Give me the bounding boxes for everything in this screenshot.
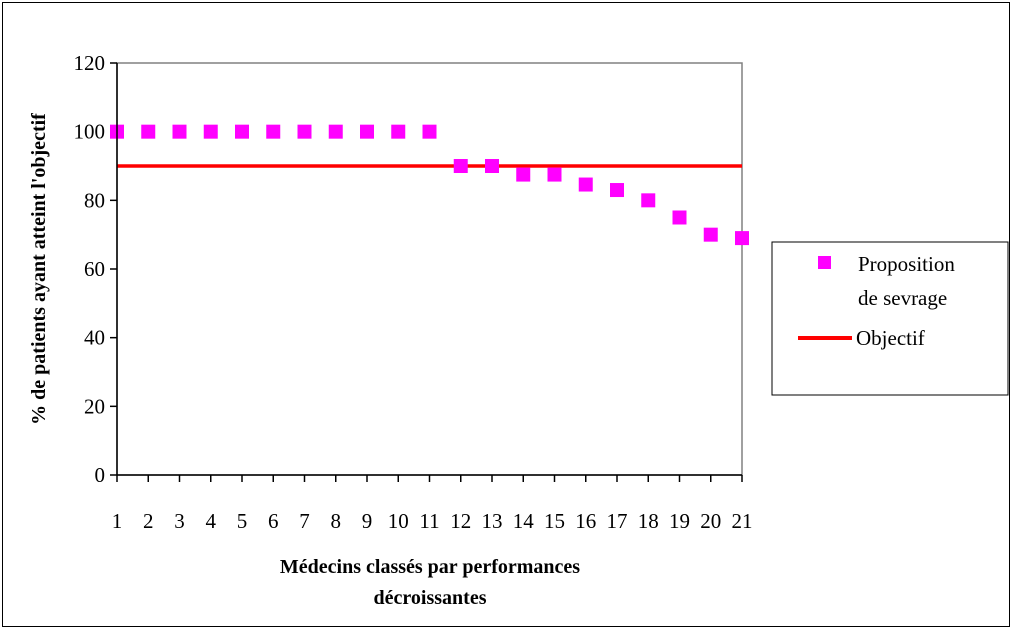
data-point: [235, 124, 249, 139]
x-tick-label: 9: [362, 509, 373, 533]
data-point: [610, 183, 624, 198]
x-tick-label: 13: [482, 509, 503, 533]
data-point: [297, 124, 312, 139]
x-tick-label: 21: [732, 509, 753, 533]
x-tick-label: 19: [669, 509, 690, 533]
x-tick-label: 1: [112, 509, 123, 533]
data-point: [485, 159, 499, 173]
x-tick-label: 7: [299, 509, 310, 533]
data-point: [703, 227, 718, 242]
y-tick-label: 100: [74, 120, 106, 144]
x-axis-ticks: 1 2 3 4 5 6 7 8 9 10 11 12 13 14 15 16 17 18 19 20 21: [112, 475, 753, 533]
x-tick-label: 15: [544, 509, 565, 533]
legend-box: [771, 241, 1009, 396]
x-tick-label: 11: [419, 509, 439, 533]
legend-label-proposition-line-2: de sevrage: [858, 286, 947, 310]
data-point: [266, 124, 281, 139]
x-tick-label: 14: [513, 509, 535, 533]
x-axis-title-line-1: Médecins classés par performances: [280, 556, 580, 578]
y-tick-label: 40: [84, 326, 105, 350]
x-tick-label: 2: [143, 509, 154, 533]
x-tick-label: 17: [607, 509, 628, 533]
x-tick-label: 5: [237, 509, 248, 533]
x-tick-label: 20: [700, 509, 721, 533]
legend: Proposition de sevrage Objectif: [771, 241, 1009, 396]
data-point: [641, 193, 656, 208]
data-point: [141, 124, 156, 139]
data-point: [360, 124, 374, 139]
x-tick-label: 12: [450, 509, 471, 533]
x-tick-label: 18: [638, 509, 659, 533]
x-tick-label: 10: [388, 509, 409, 533]
data-point: [391, 124, 406, 139]
x-tick-label: 6: [268, 509, 279, 533]
data-point: [453, 159, 468, 173]
data-point: [672, 210, 687, 225]
y-tick-label: 20: [84, 394, 105, 418]
legend-label-proposition-line-1: Proposition: [858, 252, 955, 276]
data-point: [172, 124, 187, 139]
y-tick-label: 120: [74, 51, 106, 75]
y-axis-title: % de patients ayant atteint l'objectif: [28, 113, 50, 425]
data-point: [203, 124, 218, 139]
data-point: [578, 177, 593, 192]
x-tick-label: 4: [206, 509, 217, 533]
legend-marker-proposition: [818, 256, 831, 269]
x-tick-label: 16: [575, 509, 596, 533]
y-tick-label: 80: [84, 188, 105, 212]
x-axis-title-line-2: décroissantes: [374, 587, 487, 609]
y-tick-label: 60: [84, 257, 105, 281]
y-axis-ticks: 0 20 40 60 80 100 120: [74, 51, 117, 487]
x-tick-label: 3: [174, 509, 185, 533]
y-tick-label: 0: [95, 463, 106, 487]
data-point: [735, 231, 749, 246]
data-point: [547, 167, 562, 182]
data-point: [516, 167, 531, 182]
x-tick-label: 8: [331, 509, 342, 533]
legend-label-objectif: Objectif: [856, 326, 925, 350]
data-point: [328, 124, 343, 139]
data-point: [422, 124, 437, 139]
